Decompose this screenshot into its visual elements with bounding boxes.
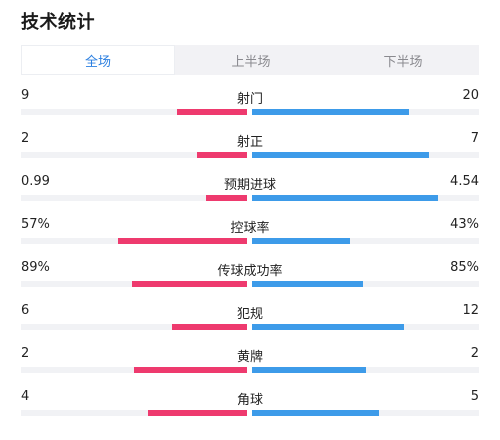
home-bar — [197, 152, 247, 158]
home-value: 57% — [21, 217, 50, 232]
tab-first-half[interactable]: 上半场 — [231, 54, 271, 70]
away-track — [252, 195, 479, 201]
home-track — [21, 324, 247, 330]
away-track — [252, 109, 479, 115]
home-bar — [134, 367, 247, 373]
home-value: 89% — [21, 260, 50, 275]
stat-row-pass-accuracy: 89% 传球成功率 85% — [21, 260, 479, 299]
stat-label: 传球成功率 — [217, 264, 283, 279]
home-bar — [131, 281, 247, 287]
away-value: 12 — [462, 303, 479, 318]
away-track — [252, 324, 479, 330]
stat-row-corners: 4 角球 5 — [21, 389, 479, 428]
home-bar — [206, 195, 247, 201]
page-title: 技术统计 — [21, 12, 95, 33]
stat-row-possession: 57% 控球率 43% — [21, 217, 479, 256]
away-value: 4.54 — [450, 174, 479, 189]
period-tabs: 全场 上半场 下半场 — [21, 45, 479, 75]
home-value: 9 — [21, 88, 30, 103]
away-bar — [252, 195, 439, 201]
away-track — [252, 410, 479, 416]
home-value: 6 — [21, 303, 30, 318]
tab-full-match[interactable]: 全场 — [21, 45, 175, 75]
home-track — [21, 367, 247, 373]
home-track — [21, 109, 247, 115]
away-value: 5 — [470, 389, 479, 404]
tab-second-half[interactable]: 下半场 — [383, 54, 423, 70]
away-bar — [252, 109, 409, 115]
home-track — [21, 195, 247, 201]
home-track — [21, 410, 247, 416]
stat-row-shots: 9 射门 20 — [21, 88, 479, 127]
home-value: 4 — [21, 389, 30, 404]
away-value: 2 — [470, 346, 479, 361]
away-bar — [252, 410, 380, 416]
stat-label: 预期进球 — [223, 178, 276, 193]
home-value: 0.99 — [21, 174, 50, 189]
stat-row-shots-on-target: 2 射正 7 — [21, 131, 479, 170]
stat-row-expected-goals: 0.99 预期进球 4.54 — [21, 174, 479, 213]
stat-row-yellow-cards: 2 黄牌 2 — [21, 346, 479, 385]
stat-label: 射门 — [236, 92, 263, 107]
stat-label: 黄牌 — [236, 350, 263, 365]
away-track — [252, 281, 479, 287]
stat-label: 射正 — [236, 135, 263, 150]
home-bar — [118, 238, 247, 244]
away-bar — [252, 281, 364, 287]
home-value: 2 — [21, 346, 30, 361]
away-bar — [252, 324, 405, 330]
stat-label: 角球 — [236, 393, 263, 408]
home-track — [21, 238, 247, 244]
stat-row-fouls: 6 犯规 12 — [21, 303, 479, 342]
away-value: 20 — [462, 88, 479, 103]
away-track — [252, 152, 479, 158]
stat-label: 犯规 — [236, 307, 263, 322]
stat-label: 控球率 — [230, 221, 270, 236]
home-track — [21, 281, 247, 287]
away-track — [252, 367, 479, 373]
away-value: 43% — [450, 217, 479, 232]
home-track — [21, 152, 247, 158]
away-value: 85% — [450, 260, 479, 275]
away-bar — [252, 367, 366, 373]
away-track — [252, 238, 479, 244]
home-bar — [176, 109, 247, 115]
away-value: 7 — [470, 131, 479, 146]
home-bar — [147, 410, 247, 416]
away-bar — [252, 152, 430, 158]
home-value: 2 — [21, 131, 30, 146]
away-bar — [252, 238, 350, 244]
home-bar — [172, 324, 247, 330]
